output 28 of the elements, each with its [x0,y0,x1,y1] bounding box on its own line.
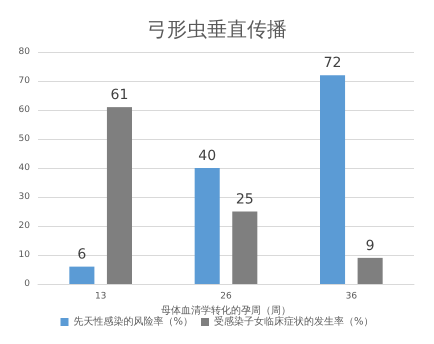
y-tick-label: 20 [18,221,30,231]
data-label: 40 [198,148,216,164]
y-tick-label: 50 [18,134,30,144]
legend-label: 受感染子女临床症状的发生率（%） [214,316,374,328]
y-tick-label: 40 [18,163,30,173]
x-tick-label: 26 [220,292,232,302]
data-label: 9 [366,238,375,254]
bar [106,107,132,284]
data-label: 61 [110,87,128,104]
bar [194,168,220,284]
x-tick-label: 13 [94,292,106,302]
bar [358,258,383,284]
data-label: 25 [236,192,254,208]
y-tick-label: 60 [18,105,30,115]
legend-label: 先天性感染的风险率（%） [74,316,194,328]
x-axis-title: 母体血清学转化的孕周（周） [161,304,291,316]
chart-title: 弓形虫垂直传播 [147,17,287,41]
y-tick-label: 30 [18,192,30,202]
y-tick-label: 10 [18,250,30,260]
y-tick-label: 70 [18,76,30,86]
x-tick-label: 36 [346,292,358,302]
y-tick-label: 0 [24,279,30,289]
bar [232,212,258,284]
data-label: 6 [77,246,86,263]
data-label: 72 [324,55,342,72]
bar [69,266,94,284]
y-tick-label: 80 [18,47,30,57]
bar [320,75,346,284]
